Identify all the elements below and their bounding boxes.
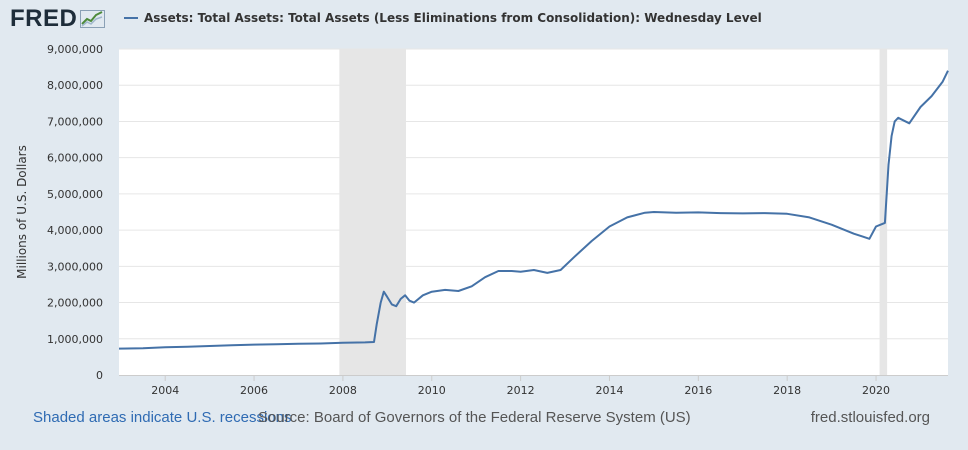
- y-tick-label: 8,000,000: [47, 79, 103, 92]
- fred-url[interactable]: fred.stlouisfed.org: [810, 409, 930, 426]
- chart-svg: 0 1,000,000 2,000,000 3,000,000 4,000,000 5,0…: [15, 43, 949, 397]
- recession-band: [339, 49, 406, 375]
- series-line: [118, 70, 949, 350]
- x-tick-label: 2016: [684, 384, 712, 397]
- x-tick-label: 2008: [329, 384, 357, 397]
- source-note: Source: Board of Governors of the Federa…: [258, 409, 691, 426]
- y-tick-label: 0: [96, 369, 103, 382]
- legend-swatch: [124, 17, 138, 19]
- x-tick-label: 2020: [862, 384, 890, 397]
- plot-area: [119, 49, 948, 375]
- chart-legend: Assets: Total Assets: Total Assets (Less…: [124, 11, 762, 25]
- y-tick-label: 9,000,000: [47, 43, 103, 56]
- chart-sparkline-icon: [80, 10, 106, 28]
- y-tick-label: 6,000,000: [47, 152, 103, 165]
- y-tick-label: 7,000,000: [47, 115, 103, 128]
- recession-bands: [339, 49, 888, 375]
- fred-logo-text: FRED: [10, 5, 78, 32]
- y-axis-ticks: 0 1,000,000 2,000,000 3,000,000 4,000,000 5,0…: [47, 43, 103, 382]
- series-layer: [118, 70, 949, 350]
- plot-background: [119, 49, 948, 375]
- chart-footer: Shaded areas indicate U.S. recessions So…: [0, 409, 968, 431]
- recession-note-link[interactable]: Shaded areas indicate U.S. recessions: [33, 409, 292, 426]
- recession-band: [879, 49, 888, 375]
- y-tick-label: 5,000,000: [47, 188, 103, 201]
- y-tick-label: 1,000,000: [47, 333, 103, 346]
- x-tick-label: 2004: [151, 384, 179, 397]
- x-axis-ticks: 2004 2006 2008 2010 2012 2014 2016 2018 2020: [151, 375, 890, 397]
- y-tick-label: 3,000,000: [47, 260, 103, 273]
- x-tick-label: 2014: [595, 384, 623, 397]
- chart-header: FRED Assets: Total Assets: Total Assets …: [0, 0, 968, 40]
- x-tick-label: 2018: [773, 384, 801, 397]
- legend-label: Assets: Total Assets: Total Assets (Less…: [144, 11, 762, 25]
- y-tick-label: 4,000,000: [47, 224, 103, 237]
- fred-logo[interactable]: FRED: [10, 4, 106, 34]
- y-tick-label: 2,000,000: [47, 297, 103, 310]
- gridlines: [119, 48, 948, 376]
- x-tick-label: 2010: [418, 384, 446, 397]
- x-tick-label: 2012: [507, 384, 535, 397]
- x-tick-label: 2006: [240, 384, 268, 397]
- y-axis-label: Millions of U.S. Dollars: [15, 145, 29, 279]
